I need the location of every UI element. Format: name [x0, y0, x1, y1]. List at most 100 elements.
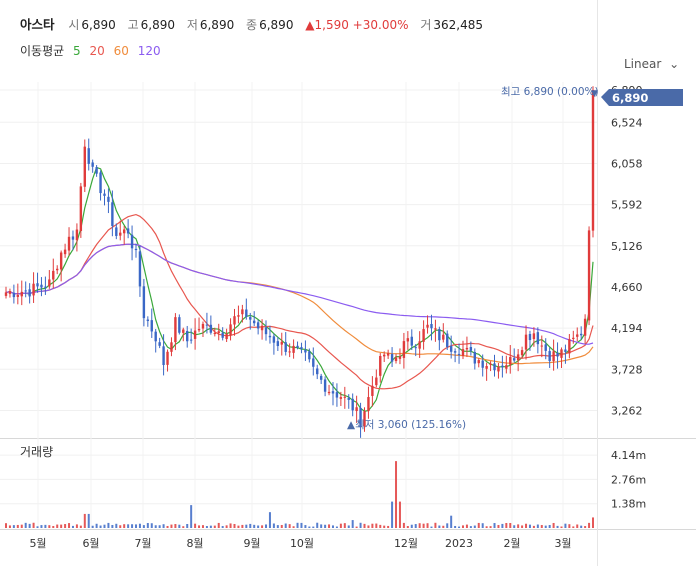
candle-body [245, 309, 248, 317]
candle-body [170, 342, 173, 352]
volume-bar [40, 525, 43, 528]
candle-body [485, 366, 488, 369]
volume-bar [233, 523, 236, 528]
candle-body [367, 397, 370, 412]
volume-bar [371, 523, 374, 528]
candle-body [71, 236, 75, 240]
volume-value: 362,485 [433, 18, 483, 32]
candle-body [536, 332, 540, 345]
ma-60[interactable]: 60 [113, 44, 129, 58]
volume-bar [584, 526, 587, 528]
candle-body [276, 341, 280, 347]
candle-body [540, 345, 543, 347]
volume-bar [87, 513, 90, 528]
volume-bar [201, 525, 204, 528]
volume-bar [383, 525, 386, 528]
volume-bar [568, 524, 571, 528]
candle-body [59, 252, 63, 270]
volume-bar [446, 523, 449, 528]
candle-body [434, 328, 437, 330]
volume-bar [485, 526, 488, 528]
candle-body [457, 353, 461, 355]
max-annotation: 최고 6,890 (0.00%) [501, 86, 599, 98]
candle-body [189, 339, 193, 341]
candle-body [375, 377, 378, 386]
candle-body [20, 291, 23, 297]
volume-bar [272, 523, 275, 528]
open-label: 시 [68, 18, 80, 32]
candle-body [524, 334, 528, 350]
candle-body [225, 333, 228, 340]
volume-bar [363, 523, 366, 528]
volume-bar [351, 520, 354, 528]
volume-bar [438, 525, 441, 528]
candle-body [548, 351, 551, 362]
x-tick-label: 9월 [243, 537, 260, 550]
price-tag-text: 6,890 [612, 91, 648, 105]
price-tick-label: 4,660 [611, 281, 643, 294]
candle-body [327, 391, 331, 394]
candle-body [24, 290, 27, 292]
volume-bar [284, 523, 287, 528]
volume-bar [182, 526, 185, 528]
volume-bar [525, 523, 528, 528]
volume-bar [379, 524, 382, 528]
x-tick-label: 10월 [290, 537, 314, 550]
volume-bar [170, 524, 173, 528]
volume-label: 거 [420, 18, 432, 32]
open-value: 6,890 [81, 18, 116, 32]
candle-body [36, 283, 39, 287]
volume-bar [450, 515, 453, 528]
candle-body [300, 347, 303, 349]
ma-label: 이동평균 [20, 44, 65, 58]
volume-bar [308, 526, 311, 528]
volume-bar [60, 524, 63, 528]
candle-body [386, 353, 390, 356]
volume-bar [68, 523, 71, 528]
volume-tick-label: 1.38m [611, 498, 646, 511]
candle-body [446, 333, 449, 347]
x-tick-label: 8월 [186, 537, 203, 550]
candle-body [304, 349, 307, 353]
volume-bar [131, 524, 134, 528]
candle-body [560, 349, 563, 358]
volume-bar [592, 517, 594, 528]
candle-body [390, 354, 394, 362]
volume-bar [261, 525, 264, 528]
candle-body [442, 334, 445, 340]
volume-bar [135, 524, 138, 528]
volume-bar [461, 525, 464, 528]
volume-bar [367, 525, 370, 528]
candle-body [252, 320, 256, 324]
price-tick-label: 5,592 [611, 199, 643, 212]
candle-body [418, 341, 421, 349]
candle-body [528, 333, 532, 341]
candle-body [16, 294, 20, 297]
volume-bar [288, 524, 291, 528]
candle-body [138, 251, 142, 287]
volume-bar [296, 522, 299, 528]
volume-bar [198, 525, 201, 528]
scale-selector[interactable]: Linear ⌄ [624, 57, 679, 71]
candle-body [241, 309, 244, 315]
volume-bar [123, 524, 126, 528]
candle-body [371, 385, 374, 396]
volume-bar [8, 525, 11, 528]
volume-bar [477, 522, 480, 528]
volume-bar [548, 525, 551, 528]
volume-bar [229, 523, 232, 528]
volume-bar [544, 525, 547, 528]
volume-bar [292, 526, 295, 528]
ma-5[interactable]: 5 [73, 44, 81, 58]
candle-body [260, 325, 264, 331]
candle-body [410, 336, 413, 346]
change-value: ▲1,590 +30.00% [305, 18, 409, 32]
ma-20[interactable]: 20 [89, 44, 105, 58]
candle-body [91, 162, 94, 167]
candle-body [221, 332, 224, 338]
candle-body [83, 146, 86, 187]
ma-120[interactable]: 120 [137, 44, 161, 58]
candle-body [288, 351, 291, 353]
volume-bar [473, 525, 476, 528]
